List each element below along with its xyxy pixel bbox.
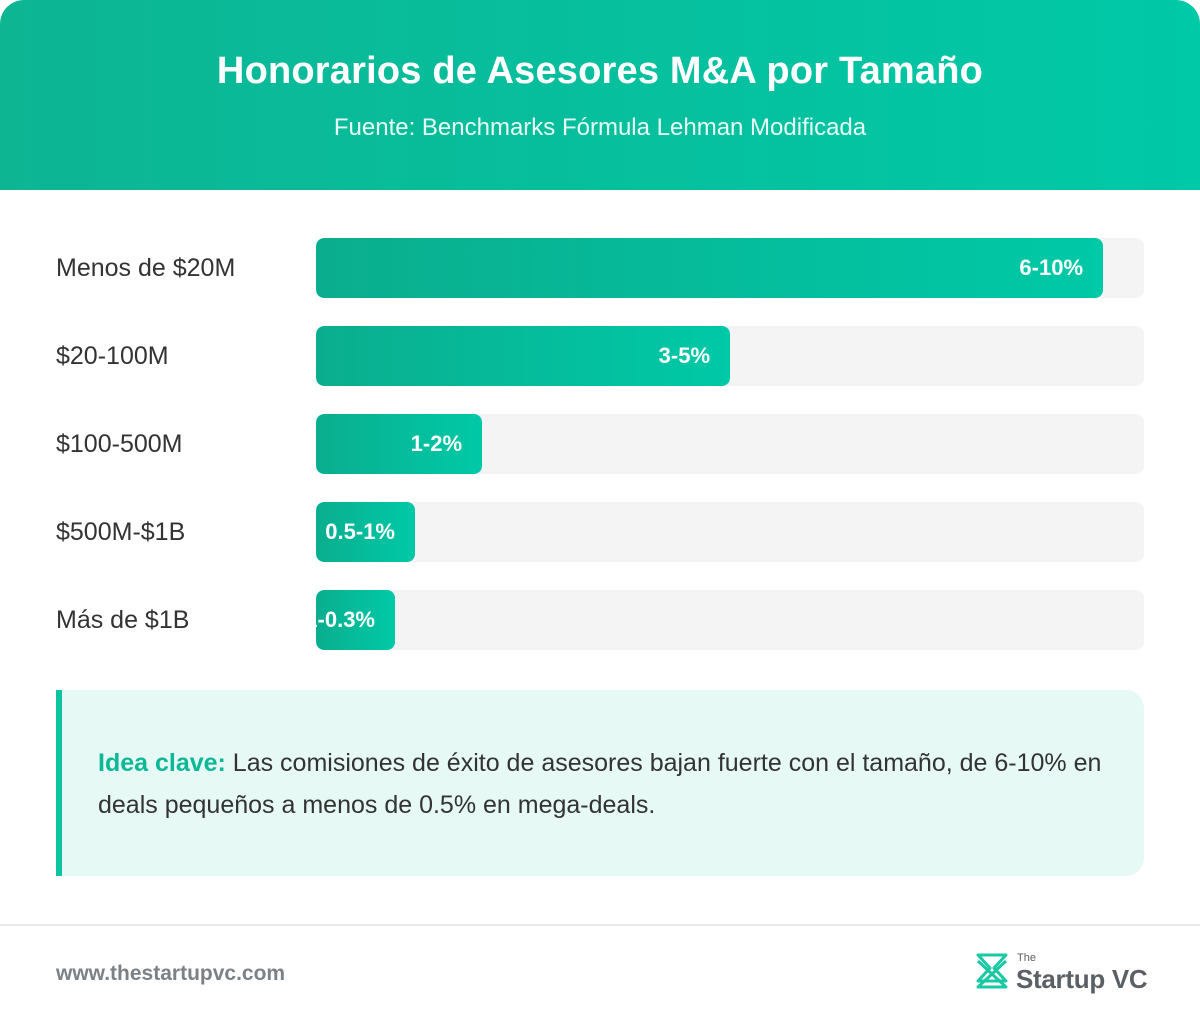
bar-category-label: Más de $1B <box>56 606 190 634</box>
footer-url[interactable]: www.thestartupvc.com <box>56 962 286 985</box>
logo-brand: Startup VC <box>1016 964 1148 994</box>
startup-vc-logo[interactable]: The Startup VC <box>974 950 1148 996</box>
key-insight-text: Idea clave: Las comisiones de éxito de a… <box>98 742 1114 826</box>
key-insight-lead: Idea clave: <box>98 749 226 777</box>
bar: 3-5% <box>316 326 730 386</box>
bar-category-label: $500M-$1B <box>56 518 186 546</box>
bar: 0.5-1% <box>316 502 415 562</box>
bar-value-label: 0.5-1% <box>325 519 395 544</box>
logo-the: The <box>1017 952 1036 964</box>
bar-category-label: $100-500M <box>56 430 183 458</box>
bar-category-label: Menos de $20M <box>56 254 236 282</box>
bar-track: 3-5% <box>316 326 1144 386</box>
bar: 1-2% <box>316 414 482 474</box>
bar-track: 6-10% <box>316 238 1144 298</box>
startup-vc-logo-icon <box>976 953 1008 989</box>
footer-divider <box>0 924 1200 926</box>
header-banner: Honorarios de Asesores M&A por Tamaño Fu… <box>0 0 1200 190</box>
bar-track: 1-2% <box>316 414 1144 474</box>
bar: 6-10% <box>316 238 1103 298</box>
bar-track: 0.5-1% <box>316 502 1144 562</box>
chart-title: Honorarios de Asesores M&A por Tamaño <box>216 50 984 92</box>
bar-value-label: 1-2% <box>410 431 462 456</box>
bar-category-label: $20-100M <box>56 342 169 370</box>
bar-value-label: 6-10% <box>1019 255 1083 280</box>
bar-value-label: 3-5% <box>658 343 710 368</box>
bar-track: 0.1-0.3% <box>316 590 1144 650</box>
chart-subtitle: Fuente: Benchmarks Fórmula Lehman Modifi… <box>333 114 867 141</box>
bar-chart: Menos de $20M 6-10% $20-100M 3-5% $100-500M 1… <box>0 190 1200 670</box>
key-insight-body: Las comisiones de éxito de asesores baja… <box>98 749 1102 819</box>
key-insight-box: Idea clave: Las comisiones de éxito de a… <box>56 690 1144 876</box>
bar: 0.1-0.3% <box>316 590 395 650</box>
bar-value-label: 0.1-0.3% <box>316 607 375 632</box>
